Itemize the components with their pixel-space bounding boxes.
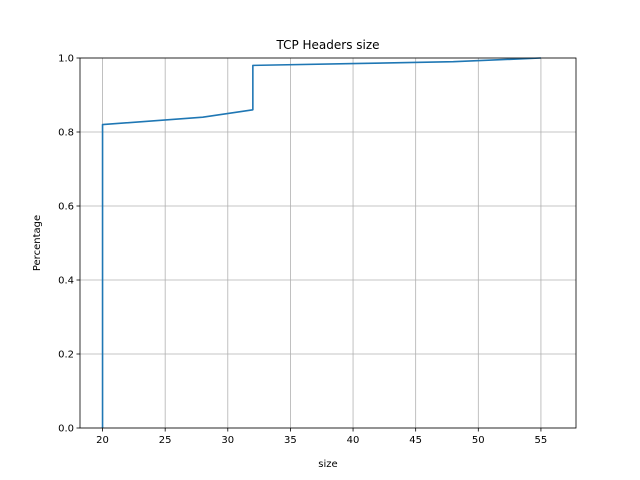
- x-tick-label: 50: [472, 435, 485, 446]
- y-tick-label: 0.4: [58, 276, 74, 287]
- y-tick-label: 0.6: [58, 202, 74, 213]
- y-tick-label: 0.8: [58, 128, 74, 139]
- x-tick-label: 45: [409, 435, 422, 446]
- cdf-series-line: [101, 57, 541, 428]
- chart-title: TCP Headers size: [275, 38, 379, 52]
- y-tick-label: 0.0: [58, 424, 74, 435]
- x-axis: 20 25 30 35 40 45 50 55: [96, 428, 547, 446]
- x-tick-label: 20: [96, 435, 109, 446]
- x-tick-label: 40: [347, 435, 360, 446]
- series-layer: [101, 57, 541, 428]
- y-tick-label: 0.2: [58, 350, 74, 361]
- x-tick-label: 35: [284, 435, 297, 446]
- x-tick-label: 25: [159, 435, 172, 446]
- y-axis: 0.0 0.2 0.4 0.6 0.8 1.0: [58, 54, 80, 435]
- y-axis-title: Percentage: [32, 215, 43, 271]
- plot-frame: [79, 57, 577, 429]
- x-tick-label: 55: [535, 435, 548, 446]
- y-tick-label: 1.0: [58, 54, 74, 65]
- x-tick-label: 30: [221, 435, 234, 446]
- x-axis-title: size: [318, 459, 337, 470]
